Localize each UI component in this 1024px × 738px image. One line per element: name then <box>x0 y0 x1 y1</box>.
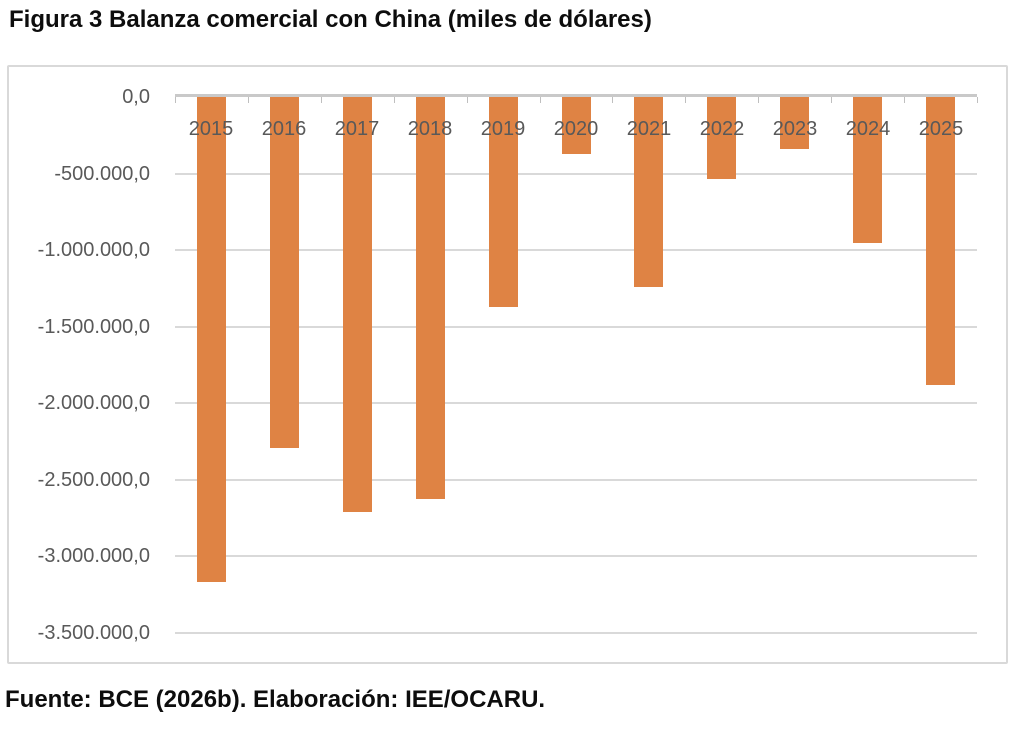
source-note: Fuente: BCE (2026b). Elaboración: IEE/OC… <box>5 686 546 713</box>
figure-title: Figura 3 Balanza comercial con China (mi… <box>9 6 652 33</box>
chart-frame <box>7 65 1008 664</box>
